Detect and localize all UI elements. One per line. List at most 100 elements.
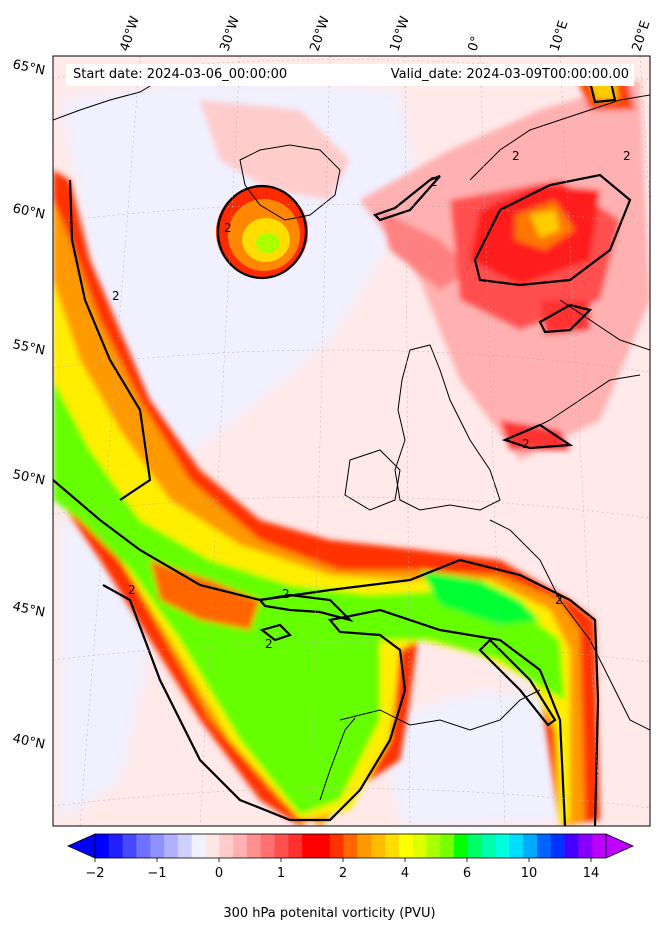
colorbar-tick-label: 4 xyxy=(401,866,409,881)
pv-blob-iceland-sw xyxy=(216,186,308,278)
contour-line xyxy=(68,179,152,501)
coastline-iceland xyxy=(239,144,341,221)
colorbar-segment xyxy=(177,834,193,858)
contour-line xyxy=(473,173,632,287)
map-area: 2 2 2 2 2 2 2 2 2 2 xyxy=(53,56,650,826)
contour-label: 2 xyxy=(512,149,520,163)
graticule xyxy=(53,56,650,826)
contour-label: 2 xyxy=(430,175,438,189)
contour-line xyxy=(259,623,293,642)
contour-line xyxy=(501,423,574,450)
colorbar-segment xyxy=(246,834,262,858)
colorbar-segment xyxy=(122,834,138,858)
colorbar-segment xyxy=(509,834,524,858)
colorbar-ticks: −2 −1 0 1 2 4 6 10 14 xyxy=(85,858,599,881)
lon-label: 10°E xyxy=(548,19,572,53)
lon-label: 20°E xyxy=(630,19,654,53)
colorbar-segment xyxy=(495,834,510,858)
colorbar-segment xyxy=(440,834,455,858)
colorbar-segment xyxy=(274,834,289,858)
coastline-norway xyxy=(469,94,650,181)
lat-label: 65°N xyxy=(11,57,46,78)
colorbar-tick-label: 14 xyxy=(583,866,600,881)
colorbar-segment xyxy=(329,834,345,858)
colorbar-segment xyxy=(523,834,538,858)
colorbar-segment xyxy=(343,834,358,858)
start-date-label: Start date: 2024-03-06_00:00:00 xyxy=(73,67,288,82)
lat-label: 45°N xyxy=(11,599,46,620)
colorbar-segment xyxy=(164,834,179,858)
contour-label: 2 xyxy=(224,221,232,235)
colorbar-segment xyxy=(550,834,566,858)
colorbar-segment xyxy=(385,834,400,858)
contour-line xyxy=(102,584,567,826)
coastline-ireland xyxy=(344,449,401,511)
longitude-labels: 40°W 30°W 20°W 10°W 0° 10°E 20°E xyxy=(118,14,654,53)
colorbar-segment xyxy=(260,834,276,858)
lat-label: 40°N xyxy=(11,731,46,752)
colorbar-segment xyxy=(219,834,234,858)
contour-line xyxy=(478,638,557,727)
contour-label: 2 xyxy=(128,583,136,597)
contour-label: 2 xyxy=(112,289,120,303)
pv-2-contours xyxy=(53,76,632,826)
colorbar-tick-label: −1 xyxy=(147,866,166,881)
date-header: Start date: 2024-03-06_00:00:00 Valid_da… xyxy=(66,64,634,86)
colorbar-segment xyxy=(205,834,220,858)
coastline-denmark xyxy=(529,374,641,431)
colorbar-tick-label: −2 xyxy=(85,866,104,881)
lat-label: 60°N xyxy=(11,201,46,222)
colorbar-segment xyxy=(150,834,165,858)
valid-date-label: Valid_date: 2024-03-09T00:00:00.00 xyxy=(390,67,629,82)
colorbar-under-arrow xyxy=(68,834,95,858)
colorbar-tick-label: 0 xyxy=(215,866,223,881)
colorbar-segment xyxy=(233,834,248,858)
contour-line xyxy=(216,184,308,280)
colorbar: −2 −1 0 1 2 4 6 10 14 xyxy=(67,833,634,881)
colorbar-segment xyxy=(315,834,331,858)
coastline-sweden xyxy=(559,299,650,351)
colorbar-segment xyxy=(536,834,552,858)
colorbar-segment xyxy=(454,834,469,858)
contour-label: 2 xyxy=(282,587,290,601)
coastline-britain xyxy=(394,344,501,511)
contour-line xyxy=(53,479,600,826)
colorbar-segments xyxy=(95,834,607,858)
lat-label: 50°N xyxy=(11,467,46,488)
lon-label: 40°W xyxy=(118,14,143,53)
colorbar-segment xyxy=(95,834,110,858)
lon-label: 10°W xyxy=(388,14,413,53)
colorbar-segment xyxy=(564,834,579,858)
colorbar-segment xyxy=(302,834,317,858)
colorbar-segment xyxy=(136,834,151,858)
contour-label: 2 xyxy=(623,149,631,163)
contour-label: 2 xyxy=(555,593,563,607)
colorbar-segment xyxy=(398,834,414,858)
colorbar-tick-label: 6 xyxy=(463,866,471,881)
coastlines xyxy=(53,69,650,801)
lon-label: 30°W xyxy=(218,14,243,53)
colorbar-over-arrow xyxy=(606,834,633,858)
colorbar-tick-label: 1 xyxy=(277,866,285,881)
lat-label: 55°N xyxy=(11,337,46,358)
colorbar-segment xyxy=(481,834,497,858)
coastline-iberia-north xyxy=(339,689,541,731)
colorbar-segment xyxy=(412,834,428,858)
lon-label: 0° xyxy=(466,35,485,54)
colorbar-tick-label: 10 xyxy=(521,866,538,881)
contour-line xyxy=(257,593,354,623)
colorbar-segment xyxy=(191,834,207,858)
colorbar-tick-label: 2 xyxy=(339,866,347,881)
latitude-labels: 65°N 60°N 55°N 50°N 45°N 40°N xyxy=(11,57,46,752)
contour-line xyxy=(372,174,441,222)
colorbar-segment xyxy=(592,834,607,858)
colorbar-segment xyxy=(426,834,441,858)
colorbar-segment xyxy=(288,834,303,858)
contour-label: 2 xyxy=(522,437,530,451)
contour-labels: 2 2 2 2 2 2 2 2 2 2 xyxy=(112,149,631,651)
colorbar-segment xyxy=(578,834,593,858)
lon-label: 20°W xyxy=(308,14,333,53)
colorbar-segment xyxy=(357,834,372,858)
colorbar-segment xyxy=(371,834,386,858)
